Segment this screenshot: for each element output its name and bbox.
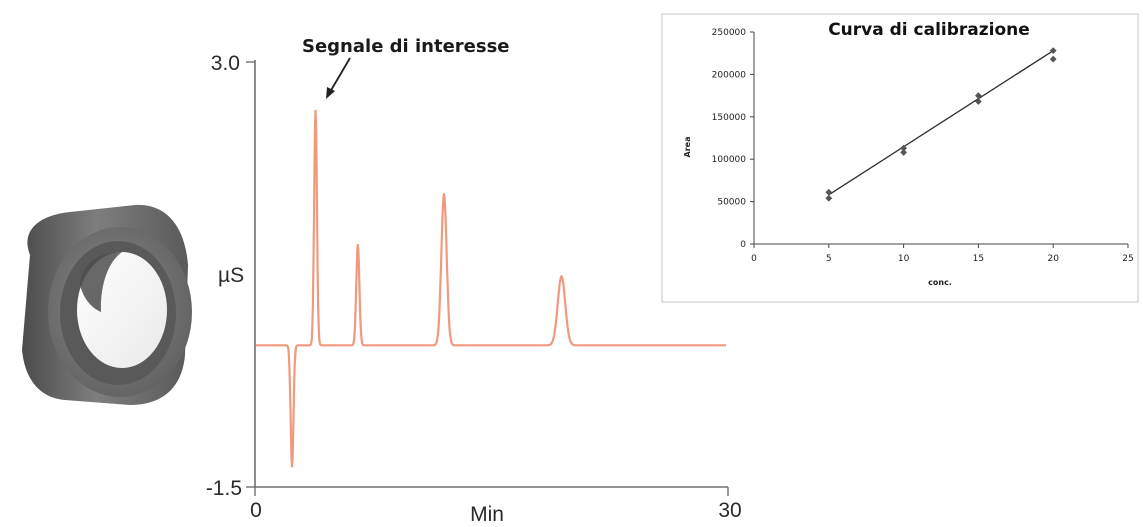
- calibration-point-5: [975, 98, 982, 105]
- chromatogram-x-tick-label-end: 30: [718, 499, 741, 522]
- calibration-y-tick-label: 0: [740, 240, 746, 250]
- peak-annotation-label: Segnale di interesse: [302, 36, 510, 57]
- calibration-y-tick-label: 100000: [712, 155, 747, 165]
- calibration-y-tick-label: 200000: [712, 70, 747, 80]
- calibration-point-1: [825, 194, 833, 202]
- chromatogram-chart: 3.0 -1.5 0 30 µS Min Segnale di interess…: [206, 36, 742, 526]
- calibration-point-2: [825, 188, 833, 196]
- chromatogram-y-axis-label: µS: [218, 264, 244, 287]
- chromatogram-peak-1: [290, 465, 294, 468]
- calibration-chart-title: Curva di calibrazione: [828, 20, 1030, 40]
- calibration-trendline: [828, 50, 1054, 196]
- chromatogram-x-axis-label: Min: [470, 503, 504, 526]
- cylindrical-ring-cartridge-icon: [22, 204, 192, 405]
- calibration-point-8: [1049, 47, 1057, 55]
- chromatogram-peak-3: [356, 244, 360, 247]
- chromatogram-y-tick-label-top: 3.0: [211, 52, 240, 75]
- calibration-point-3: [900, 149, 907, 156]
- calibration-point-7: [1049, 55, 1057, 63]
- chromatogram-peak-4: [442, 193, 446, 196]
- chromatogram-peak-2: [314, 109, 317, 113]
- calibration-x-tick-label: 20: [1047, 254, 1059, 264]
- chromatogram-x-tick-label-start: 0: [250, 499, 262, 522]
- calibration-chart: Curva di calibrazione 0 50000 100000 150000…: [661, 13, 1139, 303]
- calibration-x-tick-label: 10: [898, 254, 910, 264]
- chromatogram-peak-5: [560, 275, 563, 278]
- calibration-y-tick-label: 250000: [712, 28, 747, 38]
- peak-annotation-arrow: [329, 57, 351, 93]
- calibration-x-tick-label: 0: [751, 254, 757, 264]
- calibration-point-4: [900, 144, 907, 152]
- peak-annotation-arrowhead: [326, 87, 335, 99]
- calibration-y-tick-label: 150000: [712, 113, 747, 123]
- calibration-x-tick-label: 25: [1122, 254, 1133, 264]
- calibration-point-6: [975, 92, 982, 99]
- calibration-x-axis-label: conc.: [928, 278, 952, 287]
- calibration-y-tick-label: 50000: [717, 198, 746, 208]
- calibration-x-tick-label: 5: [826, 254, 832, 264]
- calibration-x-tick-label: 15: [973, 254, 984, 264]
- calibration-chart-frame: [661, 13, 1139, 303]
- chromatogram-y-tick-label-bottom: -1.5: [206, 477, 242, 500]
- chromatogram-trace: [255, 110, 727, 468]
- calibration-y-axis-label: Area: [683, 137, 692, 158]
